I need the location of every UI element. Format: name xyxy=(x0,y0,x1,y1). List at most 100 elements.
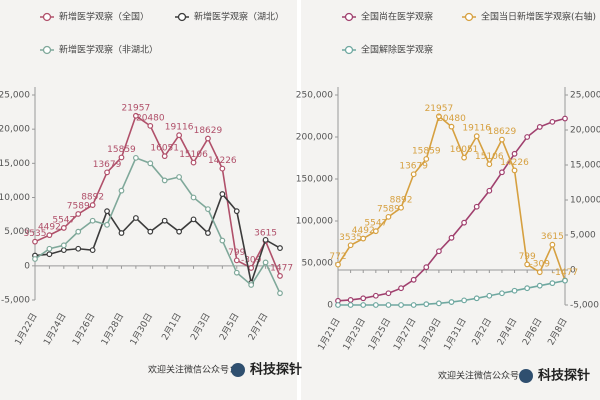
point xyxy=(524,134,531,140)
point xyxy=(190,159,197,166)
point xyxy=(75,245,82,252)
logo xyxy=(231,363,245,377)
point xyxy=(89,202,96,208)
point xyxy=(277,290,283,297)
point xyxy=(132,112,139,119)
point xyxy=(176,132,183,139)
point xyxy=(60,242,67,249)
point xyxy=(32,238,38,245)
point xyxy=(60,247,67,254)
point xyxy=(398,302,404,308)
point xyxy=(410,171,417,178)
footer-brand: 科技探针 xyxy=(250,362,302,378)
legend-label: 新增医学观察（全国） xyxy=(59,11,149,23)
point xyxy=(473,295,480,302)
point xyxy=(233,269,240,276)
point xyxy=(562,277,568,284)
point xyxy=(499,136,505,143)
point xyxy=(347,242,354,249)
y-tick-label: 250,000 xyxy=(296,91,333,101)
point xyxy=(277,273,283,279)
value-label: 15859 xyxy=(107,145,136,155)
value-label: 3535 xyxy=(339,233,362,243)
value-label: 3535 xyxy=(24,229,47,239)
point xyxy=(448,234,455,241)
y-tick-label: 10,000 xyxy=(0,193,30,203)
y-tick-label: 100,000 xyxy=(296,217,333,227)
y2-tick-label: 5,000 xyxy=(570,231,596,241)
point xyxy=(536,124,543,130)
value-label: 13679 xyxy=(93,160,122,170)
point xyxy=(176,228,183,235)
value-label: 20480 xyxy=(437,114,466,124)
point xyxy=(385,290,392,297)
y-tick-label: 50,000 xyxy=(302,259,334,269)
series-line xyxy=(34,156,281,294)
point xyxy=(118,187,125,194)
point xyxy=(233,208,240,215)
point xyxy=(499,169,505,176)
value-label: 18629 xyxy=(488,127,517,137)
point xyxy=(277,245,283,251)
point xyxy=(398,204,404,211)
value-label: 799 xyxy=(519,252,536,262)
value-label: 14226 xyxy=(208,156,237,166)
footer-text: 欢迎关注微信公众号： xyxy=(438,370,528,382)
y-tick-label: 5,000 xyxy=(4,227,30,237)
value-label: -309 xyxy=(530,260,551,270)
point xyxy=(524,285,531,292)
legend-marker xyxy=(344,45,354,55)
value-label: 21957 xyxy=(122,103,151,113)
point xyxy=(147,122,154,129)
value-label: 19116 xyxy=(462,124,491,134)
point xyxy=(248,265,255,271)
point xyxy=(435,248,442,255)
point xyxy=(89,217,96,224)
value-label: 19116 xyxy=(165,123,194,133)
point xyxy=(536,282,543,289)
legend-label: 全国解除医学观察 xyxy=(361,44,433,56)
point xyxy=(132,215,139,221)
value-label: 14226 xyxy=(500,158,529,168)
legend-label: 新增医学观察（湖北） xyxy=(194,11,284,23)
point xyxy=(398,285,404,292)
point xyxy=(372,302,379,308)
point xyxy=(161,153,168,160)
y-tick-label: 0 xyxy=(327,301,333,311)
y-tick-label: 25,000 xyxy=(0,91,30,101)
point xyxy=(161,217,168,224)
point xyxy=(511,287,518,294)
y2-tick-label: 20,000 xyxy=(570,126,600,136)
point xyxy=(219,191,226,197)
point xyxy=(486,161,493,168)
point xyxy=(372,292,379,299)
point xyxy=(385,302,392,308)
value-label: 5547 xyxy=(364,219,387,229)
point xyxy=(75,211,82,217)
point xyxy=(448,123,455,130)
value-label: 20480 xyxy=(136,113,165,123)
point xyxy=(335,302,341,308)
value-label: 772 xyxy=(329,252,346,262)
value-label: 16051 xyxy=(450,145,479,155)
point xyxy=(233,257,240,264)
point xyxy=(536,269,543,276)
value-label: 7589 xyxy=(67,201,90,211)
point xyxy=(435,300,442,307)
point xyxy=(205,135,211,142)
legend-marker xyxy=(464,12,474,22)
point xyxy=(423,156,430,162)
point xyxy=(248,282,255,288)
point xyxy=(486,292,493,299)
legend-label: 新增医学观察（非湖北） xyxy=(59,44,158,56)
point xyxy=(190,194,197,201)
point xyxy=(347,297,354,303)
legend-label: 全国当日新增医学观察(右轴) xyxy=(481,11,596,23)
point xyxy=(486,187,493,194)
point xyxy=(104,221,110,228)
y2-tick-label: -5,000 xyxy=(570,301,599,311)
point xyxy=(347,302,354,308)
value-label: 3615 xyxy=(541,232,564,242)
value-label: 5547 xyxy=(52,215,75,225)
